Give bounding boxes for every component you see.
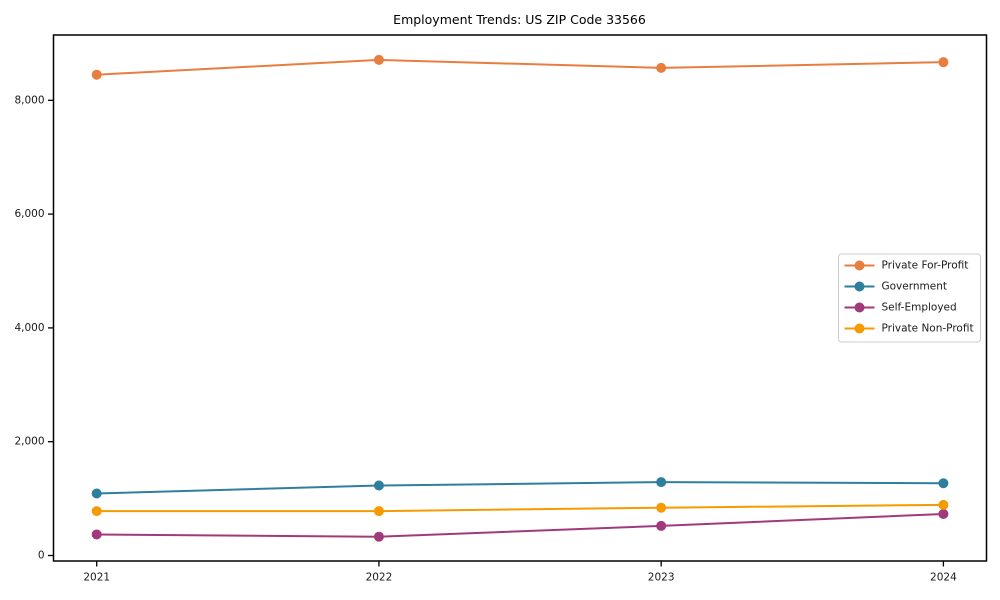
y-tick-label: 0 xyxy=(38,550,45,562)
legend-item-private-for-profit: Private For-Profit xyxy=(844,260,969,272)
legend-marker xyxy=(854,302,865,313)
legend-label: Government xyxy=(882,281,947,293)
y-tick-label: 8,000 xyxy=(14,94,44,106)
y-tick-label: 4,000 xyxy=(14,322,44,334)
legend-marker xyxy=(854,260,865,271)
data-point-private-non-profit xyxy=(373,506,384,517)
y-tick-label: 6,000 xyxy=(14,208,44,220)
legend-box xyxy=(838,253,981,343)
legend-label: Self-Employed xyxy=(882,302,957,314)
data-point-self-employed xyxy=(373,531,384,542)
data-point-government xyxy=(373,480,384,491)
x-tick-label: 2022 xyxy=(366,572,393,584)
series-line-private-for-profit xyxy=(96,58,944,76)
y-tick-label: 2,000 xyxy=(14,436,44,448)
x-tick-label: 2021 xyxy=(83,572,110,584)
plot-border xyxy=(52,34,988,562)
legend-item-private-non-profit: Private Non-Profit xyxy=(844,323,974,335)
legend-label: Private For-Profit xyxy=(882,260,969,272)
data-point-private-for-profit xyxy=(373,54,384,65)
data-point-self-employed xyxy=(91,529,102,540)
series-line-government xyxy=(96,481,944,495)
data-point-government xyxy=(938,478,949,489)
legend-marker xyxy=(854,323,865,334)
series-line-self-employed xyxy=(96,512,944,538)
legend-item-government: Government xyxy=(844,281,947,293)
data-point-government xyxy=(656,477,667,488)
data-point-private-for-profit xyxy=(91,69,102,80)
data-point-private-non-profit xyxy=(656,502,667,513)
series-line-private-non-profit xyxy=(96,503,944,513)
chart-title: Employment Trends: US ZIP Code 33566 xyxy=(393,12,646,27)
data-point-private-non-profit xyxy=(938,499,949,510)
legend-item-self-employed: Self-Employed xyxy=(844,302,957,314)
data-point-self-employed xyxy=(656,520,667,531)
data-point-government xyxy=(91,488,102,499)
data-point-private-for-profit xyxy=(938,57,949,68)
legend-label: Private Non-Profit xyxy=(882,323,974,335)
data-point-private-non-profit xyxy=(91,506,102,517)
data-point-private-for-profit xyxy=(656,62,667,73)
x-tick-label: 2023 xyxy=(648,572,675,584)
x-tick-label: 2024 xyxy=(930,572,957,584)
legend-marker xyxy=(854,281,865,292)
data-point-self-employed xyxy=(938,508,949,519)
